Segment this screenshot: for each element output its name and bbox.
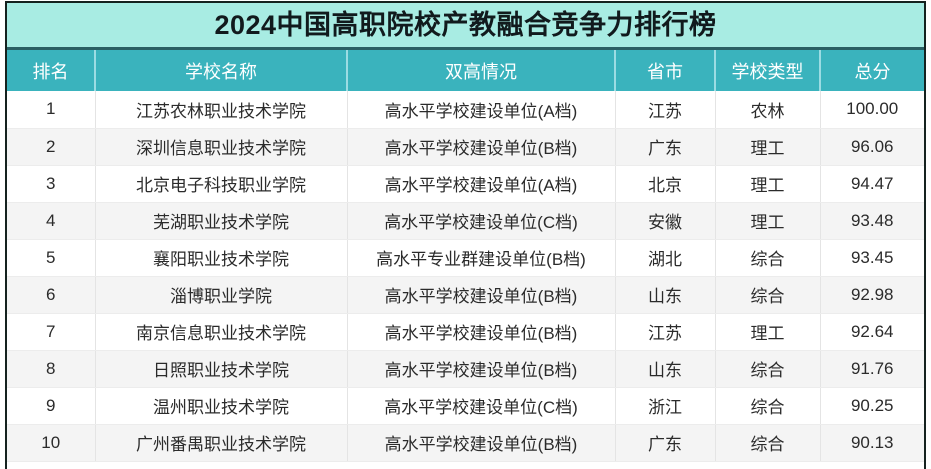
cell-province: 安徽 [615,202,716,240]
table-row[interactable]: 2 深圳信息职业技术学院 高水平学校建设单位(B档) 广东 理工 96.06 [7,128,924,166]
cell-rank: 6 [7,276,96,314]
table-row[interactable]: 3 北京电子科技职业学院 高水平学校建设单位(A档) 北京 理工 94.47 [7,165,924,203]
ranking-table: 排名 学校名称 双高情况 省市 学校类型 总分 1 江苏农林职业技术学院 高水平学校… [7,50,924,462]
cell-type: 综合 [715,424,821,462]
cell-status: 高水平学校建设单位(A档) [347,91,616,129]
cell-score: 92.64 [820,313,924,351]
column-header-status[interactable]: 双高情况 [347,50,616,91]
table-row[interactable]: 7 南京信息职业技术学院 高水平学校建设单位(B档) 江苏 理工 92.64 [7,313,924,351]
cell-status: 高水平学校建设单位(B档) [347,128,616,166]
cell-score: 100.00 [820,91,924,129]
cell-status: 高水平学校建设单位(B档) [347,350,616,388]
cell-score: 90.13 [820,424,924,462]
cell-school: 广州番禺职业技术学院 [95,424,348,462]
cell-rank: 4 [7,202,96,240]
cell-type: 综合 [715,276,821,314]
cell-type: 理工 [715,165,821,203]
table-row[interactable]: 8 日照职业技术学院 高水平学校建设单位(B档) 山东 综合 91.76 [7,350,924,388]
table-header: 排名 学校名称 双高情况 省市 学校类型 总分 [7,50,924,91]
cell-status: 高水平学校建设单位(B档) [347,313,616,351]
column-header-school[interactable]: 学校名称 [95,50,348,91]
cell-school: 江苏农林职业技术学院 [95,91,348,129]
cell-school: 南京信息职业技术学院 [95,313,348,351]
cell-rank: 3 [7,165,96,203]
cell-school: 日照职业技术学院 [95,350,348,388]
cell-province: 广东 [615,128,716,166]
cell-status: 高水平学校建设单位(B档) [347,276,616,314]
page-title: 2024中国高职院校产教融合竞争力排行榜 [214,9,717,40]
cell-score: 90.25 [820,387,924,425]
table-row[interactable]: 6 淄博职业学院 高水平学校建设单位(B档) 山东 综合 92.98 [7,276,924,314]
cell-rank: 8 [7,350,96,388]
cell-score: 91.76 [820,350,924,388]
cell-type: 综合 [715,239,821,277]
cell-rank: 5 [7,239,96,277]
cell-score: 93.45 [820,239,924,277]
cell-status: 高水平学校建设单位(B档) [347,424,616,462]
cell-rank: 9 [7,387,96,425]
cell-type: 理工 [715,202,821,240]
cell-status: 高水平学校建设单位(C档) [347,387,616,425]
cell-rank: 7 [7,313,96,351]
cell-province: 广东 [615,424,716,462]
column-header-rank[interactable]: 排名 [7,50,96,91]
cell-score: 93.48 [820,202,924,240]
title-banner: 2024中国高职院校产教融合竞争力排行榜 [7,3,924,50]
cell-rank: 10 [7,424,96,462]
cell-type: 理工 [715,313,821,351]
cell-type: 理工 [715,128,821,166]
column-header-type[interactable]: 学校类型 [715,50,821,91]
cell-type: 综合 [715,350,821,388]
cell-school: 深圳信息职业技术学院 [95,128,348,166]
cell-score: 92.98 [820,276,924,314]
cell-school: 襄阳职业技术学院 [95,239,348,277]
table-row[interactable]: 1 江苏农林职业技术学院 高水平学校建设单位(A档) 江苏 农林 100.00 [7,91,924,129]
cell-province: 江苏 [615,91,716,129]
cell-status: 高水平专业群建设单位(B档) [347,239,616,277]
cell-province: 山东 [615,276,716,314]
column-header-province[interactable]: 省市 [615,50,716,91]
cell-status: 高水平学校建设单位(A档) [347,165,616,203]
table-row[interactable]: 10 广州番禺职业技术学院 高水平学校建设单位(B档) 广东 综合 90.13 [7,424,924,462]
column-header-score[interactable]: 总分 [854,61,891,82]
cell-province: 山东 [615,350,716,388]
cell-score: 94.47 [820,165,924,203]
cell-status: 高水平学校建设单位(C档) [347,202,616,240]
cell-province: 湖北 [615,239,716,277]
cell-type: 农林 [715,91,821,129]
table-body: 1 江苏农林职业技术学院 高水平学校建设单位(A档) 江苏 农林 100.00 2 深圳信息职… [7,91,924,462]
cell-type: 综合 [715,387,821,425]
table-row[interactable]: 5 襄阳职业技术学院 高水平专业群建设单位(B档) 湖北 综合 93.45 [7,239,924,277]
cell-rank: 2 [7,128,96,166]
cell-rank: 1 [7,91,96,129]
cell-province: 江苏 [615,313,716,351]
table-header-row: 排名 学校名称 双高情况 省市 学校类型 总分 [7,50,924,91]
cell-province: 北京 [615,165,716,203]
cell-school: 北京电子科技职业学院 [95,165,348,203]
cell-school: 淄博职业学院 [95,276,348,314]
table-row[interactable]: 9 温州职业技术学院 高水平学校建设单位(C档) 浙江 综合 90.25 [7,387,924,425]
cell-score: 96.06 [820,128,924,166]
cell-school: 温州职业技术学院 [95,387,348,425]
cell-school: 芜湖职业技术学院 [95,202,348,240]
table-row[interactable]: 4 芜湖职业技术学院 高水平学校建设单位(C档) 安徽 理工 93.48 [7,202,924,240]
ranking-table-frame: 2024中国高职院校产教融合竞争力排行榜 排名 学校名称 双高情况 省市 学校类… [5,1,926,469]
cell-province: 浙江 [615,387,716,425]
